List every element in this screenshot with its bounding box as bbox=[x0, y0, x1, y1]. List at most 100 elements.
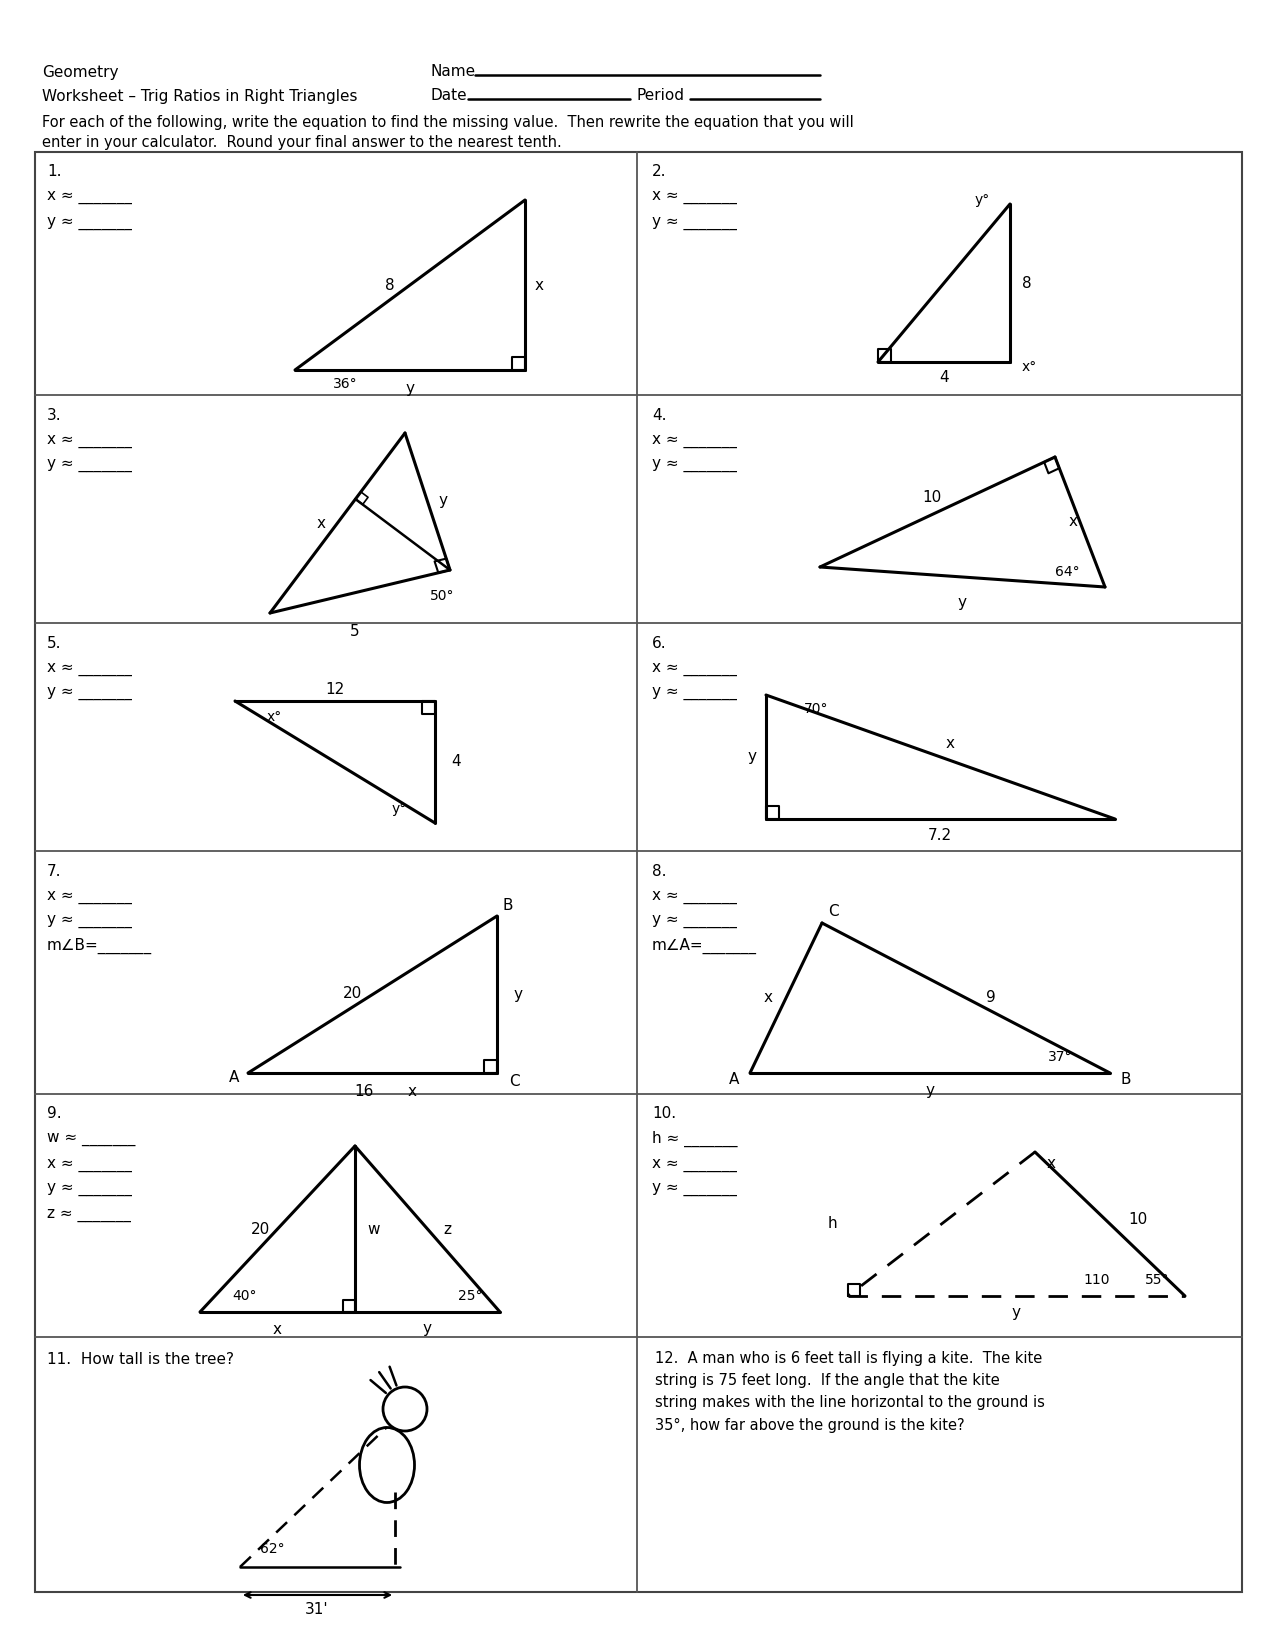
Text: Geometry: Geometry bbox=[42, 64, 119, 79]
Text: 10: 10 bbox=[922, 490, 942, 505]
Text: m∠B=_______: m∠B=_______ bbox=[47, 937, 152, 954]
Text: 5: 5 bbox=[351, 624, 360, 639]
Text: 9: 9 bbox=[986, 990, 996, 1005]
Text: x ≈ _______: x ≈ _______ bbox=[47, 190, 131, 205]
Text: x°: x° bbox=[1023, 360, 1038, 375]
Text: 10.: 10. bbox=[652, 1107, 676, 1122]
Text: 1.: 1. bbox=[47, 165, 61, 180]
Text: 2.: 2. bbox=[652, 165, 667, 180]
Text: C: C bbox=[509, 1074, 520, 1089]
Text: x: x bbox=[534, 277, 543, 292]
Text: 4: 4 bbox=[451, 754, 460, 769]
Text: 8: 8 bbox=[1023, 276, 1031, 290]
Text: y ≈ _______: y ≈ _______ bbox=[652, 914, 737, 929]
Text: x: x bbox=[316, 515, 325, 531]
Text: y: y bbox=[747, 749, 756, 764]
Text: Name: Name bbox=[430, 64, 476, 79]
Text: 5.: 5. bbox=[47, 635, 61, 650]
Text: x ≈ _______: x ≈ _______ bbox=[47, 660, 131, 675]
Text: enter in your calculator.  Round your final answer to the nearest tenth.: enter in your calculator. Round your fin… bbox=[42, 135, 562, 150]
Text: z: z bbox=[442, 1221, 451, 1236]
Text: 4: 4 bbox=[940, 371, 949, 386]
Text: y: y bbox=[1011, 1305, 1020, 1320]
Text: 35°, how far above the ground is the kite?: 35°, how far above the ground is the kit… bbox=[655, 1417, 965, 1432]
Text: 55°: 55° bbox=[1145, 1274, 1169, 1287]
Text: x ≈ _______: x ≈ _______ bbox=[652, 1157, 737, 1171]
Text: y: y bbox=[958, 596, 966, 610]
Text: string is 75 feet long.  If the angle that the kite: string is 75 feet long. If the angle tha… bbox=[655, 1373, 1000, 1389]
Text: Worksheet – Trig Ratios in Right Triangles: Worksheet – Trig Ratios in Right Triangl… bbox=[42, 89, 357, 104]
Text: B: B bbox=[504, 899, 514, 914]
Text: y: y bbox=[422, 1322, 431, 1336]
Text: 12.  A man who is 6 feet tall is flying a kite.  The kite: 12. A man who is 6 feet tall is flying a… bbox=[655, 1351, 1042, 1366]
Text: 7.2: 7.2 bbox=[928, 828, 952, 843]
Text: B: B bbox=[1119, 1071, 1131, 1086]
Text: y ≈ _______: y ≈ _______ bbox=[47, 457, 131, 472]
Text: y ≈ _______: y ≈ _______ bbox=[47, 214, 131, 229]
Text: 16: 16 bbox=[354, 1084, 374, 1099]
Text: x ≈ _______: x ≈ _______ bbox=[652, 660, 737, 675]
Text: 40°: 40° bbox=[232, 1289, 256, 1304]
Text: w: w bbox=[367, 1221, 380, 1236]
Text: C: C bbox=[827, 904, 839, 919]
Text: y ≈ _______: y ≈ _______ bbox=[47, 914, 131, 929]
Text: x: x bbox=[946, 736, 955, 751]
Text: 3.: 3. bbox=[47, 408, 61, 422]
Text: x ≈ _______: x ≈ _______ bbox=[47, 888, 131, 904]
Text: x°: x° bbox=[266, 710, 282, 724]
Text: h: h bbox=[827, 1216, 836, 1231]
Text: 6.: 6. bbox=[652, 635, 667, 650]
Text: x: x bbox=[273, 1322, 282, 1336]
Text: x ≈ _______: x ≈ _______ bbox=[47, 432, 131, 447]
Text: y: y bbox=[439, 493, 448, 508]
Text: 8: 8 bbox=[385, 277, 395, 292]
Text: y: y bbox=[405, 381, 414, 396]
Text: 7.: 7. bbox=[47, 863, 61, 878]
Text: 20: 20 bbox=[251, 1221, 270, 1236]
Text: string makes with the line horizontal to the ground is: string makes with the line horizontal to… bbox=[655, 1396, 1046, 1411]
Text: y°: y° bbox=[975, 193, 989, 206]
Text: 50°: 50° bbox=[430, 589, 454, 602]
Text: 25°: 25° bbox=[458, 1289, 482, 1304]
Text: 62°: 62° bbox=[260, 1543, 284, 1556]
Text: 36°: 36° bbox=[333, 376, 357, 391]
Text: h ≈ _______: h ≈ _______ bbox=[652, 1130, 737, 1147]
Text: For each of the following, write the equation to find the missing value.  Then r: For each of the following, write the equ… bbox=[42, 114, 854, 129]
Text: 10: 10 bbox=[1128, 1211, 1148, 1226]
Text: A: A bbox=[729, 1071, 740, 1086]
Text: Period: Period bbox=[638, 89, 685, 104]
Text: x: x bbox=[1047, 1157, 1056, 1171]
Text: y ≈ _______: y ≈ _______ bbox=[652, 457, 737, 472]
Text: y ≈ _______: y ≈ _______ bbox=[652, 685, 737, 701]
Text: y: y bbox=[926, 1082, 935, 1097]
Text: 64°: 64° bbox=[1054, 564, 1080, 579]
Text: 9.: 9. bbox=[47, 1107, 61, 1122]
Text: 12: 12 bbox=[325, 681, 344, 696]
Text: A: A bbox=[228, 1071, 240, 1086]
Text: x ≈ _______: x ≈ _______ bbox=[652, 432, 737, 447]
Text: x: x bbox=[1068, 515, 1077, 530]
Text: y ≈ _______: y ≈ _______ bbox=[47, 685, 131, 701]
Text: 110: 110 bbox=[1082, 1274, 1109, 1287]
Text: x: x bbox=[764, 990, 773, 1005]
Text: y°: y° bbox=[391, 802, 407, 817]
Text: x ≈ _______: x ≈ _______ bbox=[652, 888, 737, 904]
Text: 31': 31' bbox=[305, 1602, 329, 1617]
Text: 70°: 70° bbox=[805, 701, 829, 716]
Text: x ≈ _______: x ≈ _______ bbox=[652, 190, 737, 205]
Text: y ≈ _______: y ≈ _______ bbox=[47, 1181, 131, 1196]
Bar bbox=[34, 152, 1242, 1592]
Text: 20: 20 bbox=[343, 987, 362, 1002]
Text: w ≈ _______: w ≈ _______ bbox=[47, 1132, 135, 1147]
Text: x: x bbox=[408, 1084, 417, 1099]
Text: 4.: 4. bbox=[652, 408, 667, 422]
Text: 11.  How tall is the tree?: 11. How tall is the tree? bbox=[47, 1351, 235, 1366]
Text: Date: Date bbox=[430, 89, 467, 104]
Text: 8.: 8. bbox=[652, 863, 667, 878]
Text: y: y bbox=[513, 987, 521, 1002]
Text: y ≈ _______: y ≈ _______ bbox=[652, 1181, 737, 1196]
Text: m∠A=_______: m∠A=_______ bbox=[652, 937, 757, 954]
Text: 37°: 37° bbox=[1048, 1049, 1072, 1064]
Text: z ≈ _______: z ≈ _______ bbox=[47, 1206, 131, 1221]
Text: x ≈ _______: x ≈ _______ bbox=[47, 1157, 131, 1171]
